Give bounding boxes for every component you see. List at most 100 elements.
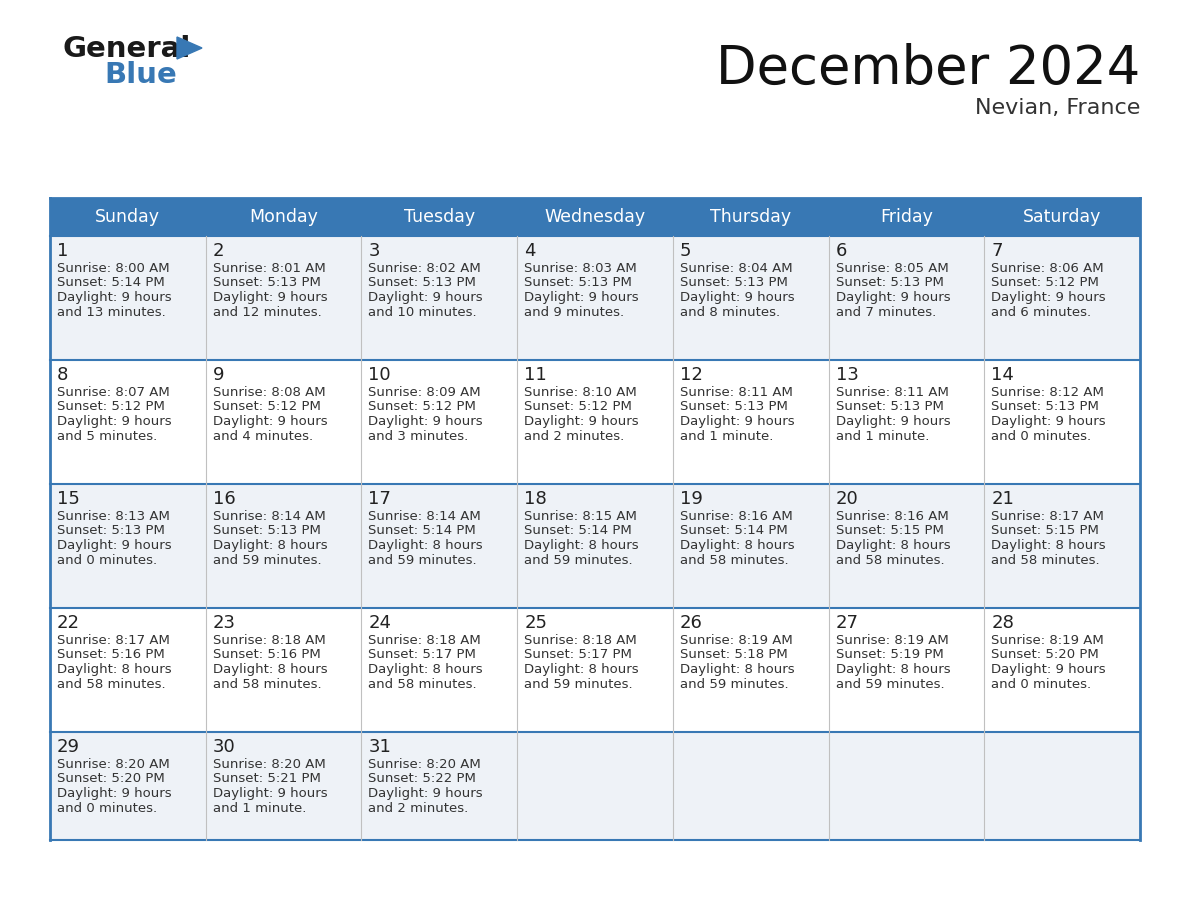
Text: Sunset: 5:16 PM: Sunset: 5:16 PM <box>57 648 165 662</box>
Text: 1: 1 <box>57 242 69 260</box>
Text: Sunrise: 8:14 AM: Sunrise: 8:14 AM <box>213 510 326 523</box>
Text: and 4 minutes.: and 4 minutes. <box>213 430 312 442</box>
Text: and 1 minute.: and 1 minute. <box>835 430 929 442</box>
Text: Tuesday: Tuesday <box>404 208 475 226</box>
Text: Sunset: 5:13 PM: Sunset: 5:13 PM <box>835 276 943 289</box>
Bar <box>828 484 985 608</box>
Text: Monday: Monday <box>249 208 318 226</box>
Text: and 6 minutes.: and 6 minutes. <box>991 306 1092 319</box>
Text: Sunset: 5:20 PM: Sunset: 5:20 PM <box>57 773 165 786</box>
Text: Sunrise: 8:19 AM: Sunrise: 8:19 AM <box>991 634 1104 647</box>
Bar <box>517 236 672 360</box>
Bar <box>828 360 985 484</box>
Text: Sunset: 5:13 PM: Sunset: 5:13 PM <box>680 400 788 413</box>
Bar <box>672 360 828 484</box>
Text: 18: 18 <box>524 490 546 508</box>
Bar <box>672 608 828 732</box>
Text: Sunrise: 8:09 AM: Sunrise: 8:09 AM <box>368 386 481 399</box>
Text: Daylight: 9 hours: Daylight: 9 hours <box>680 291 795 304</box>
Bar <box>206 360 361 484</box>
Text: 30: 30 <box>213 738 235 756</box>
Text: Sunset: 5:13 PM: Sunset: 5:13 PM <box>213 524 321 538</box>
Bar <box>517 732 672 840</box>
Text: Sunrise: 8:20 AM: Sunrise: 8:20 AM <box>213 758 326 771</box>
Text: and 7 minutes.: and 7 minutes. <box>835 306 936 319</box>
Text: and 59 minutes.: and 59 minutes. <box>524 677 633 690</box>
Bar <box>672 732 828 840</box>
Text: Sunrise: 8:11 AM: Sunrise: 8:11 AM <box>835 386 948 399</box>
Text: Daylight: 8 hours: Daylight: 8 hours <box>524 539 639 552</box>
Text: and 0 minutes.: and 0 minutes. <box>991 677 1092 690</box>
Text: Daylight: 9 hours: Daylight: 9 hours <box>991 291 1106 304</box>
Bar <box>206 732 361 840</box>
Text: Daylight: 8 hours: Daylight: 8 hours <box>213 663 328 676</box>
Text: 28: 28 <box>991 614 1015 632</box>
Text: and 3 minutes.: and 3 minutes. <box>368 430 469 442</box>
Text: 21: 21 <box>991 490 1015 508</box>
Text: Sunset: 5:12 PM: Sunset: 5:12 PM <box>57 400 165 413</box>
Text: Sunset: 5:15 PM: Sunset: 5:15 PM <box>991 524 1099 538</box>
Text: 12: 12 <box>680 366 703 384</box>
Text: Daylight: 9 hours: Daylight: 9 hours <box>57 539 171 552</box>
Text: Sunset: 5:13 PM: Sunset: 5:13 PM <box>991 400 1099 413</box>
Text: 15: 15 <box>57 490 80 508</box>
Bar <box>50 608 206 732</box>
Text: 20: 20 <box>835 490 858 508</box>
Text: and 58 minutes.: and 58 minutes. <box>57 677 165 690</box>
Text: and 59 minutes.: and 59 minutes. <box>213 554 321 566</box>
Bar <box>50 484 206 608</box>
Text: and 58 minutes.: and 58 minutes. <box>213 677 321 690</box>
Text: Sunset: 5:14 PM: Sunset: 5:14 PM <box>368 524 476 538</box>
Text: Daylight: 9 hours: Daylight: 9 hours <box>991 663 1106 676</box>
Text: and 12 minutes.: and 12 minutes. <box>213 306 322 319</box>
Bar <box>828 732 985 840</box>
Text: 11: 11 <box>524 366 546 384</box>
Bar <box>50 236 206 360</box>
Text: Daylight: 9 hours: Daylight: 9 hours <box>835 415 950 428</box>
Text: and 13 minutes.: and 13 minutes. <box>57 306 166 319</box>
Text: Sunday: Sunday <box>95 208 160 226</box>
Text: and 0 minutes.: and 0 minutes. <box>57 554 157 566</box>
Text: and 58 minutes.: and 58 minutes. <box>991 554 1100 566</box>
Bar <box>361 484 517 608</box>
Text: and 2 minutes.: and 2 minutes. <box>368 801 469 814</box>
Bar <box>50 360 206 484</box>
Text: Daylight: 9 hours: Daylight: 9 hours <box>835 291 950 304</box>
Text: and 59 minutes.: and 59 minutes. <box>680 677 789 690</box>
Text: Daylight: 9 hours: Daylight: 9 hours <box>57 291 171 304</box>
Text: Sunrise: 8:15 AM: Sunrise: 8:15 AM <box>524 510 637 523</box>
Text: 26: 26 <box>680 614 703 632</box>
Text: Sunset: 5:18 PM: Sunset: 5:18 PM <box>680 648 788 662</box>
Text: Sunset: 5:13 PM: Sunset: 5:13 PM <box>835 400 943 413</box>
Text: and 1 minute.: and 1 minute. <box>680 430 773 442</box>
Text: Sunset: 5:20 PM: Sunset: 5:20 PM <box>991 648 1099 662</box>
Text: and 0 minutes.: and 0 minutes. <box>57 801 157 814</box>
Text: Sunset: 5:17 PM: Sunset: 5:17 PM <box>368 648 476 662</box>
Bar <box>985 360 1140 484</box>
Bar <box>828 608 985 732</box>
Text: Sunset: 5:12 PM: Sunset: 5:12 PM <box>524 400 632 413</box>
Text: Friday: Friday <box>880 208 933 226</box>
Bar <box>50 732 206 840</box>
Text: Daylight: 8 hours: Daylight: 8 hours <box>991 539 1106 552</box>
Text: Sunrise: 8:20 AM: Sunrise: 8:20 AM <box>368 758 481 771</box>
Bar <box>517 360 672 484</box>
Text: and 59 minutes.: and 59 minutes. <box>368 554 478 566</box>
Text: General: General <box>62 35 190 63</box>
Text: Sunset: 5:12 PM: Sunset: 5:12 PM <box>213 400 321 413</box>
Text: 10: 10 <box>368 366 391 384</box>
Text: Daylight: 8 hours: Daylight: 8 hours <box>680 663 795 676</box>
Bar <box>361 236 517 360</box>
Text: Daylight: 9 hours: Daylight: 9 hours <box>213 415 328 428</box>
Text: December 2024: December 2024 <box>715 43 1140 95</box>
Text: Sunrise: 8:19 AM: Sunrise: 8:19 AM <box>680 634 792 647</box>
Text: Sunrise: 8:18 AM: Sunrise: 8:18 AM <box>524 634 637 647</box>
Text: Daylight: 9 hours: Daylight: 9 hours <box>680 415 795 428</box>
Text: Sunrise: 8:19 AM: Sunrise: 8:19 AM <box>835 634 948 647</box>
Text: Sunset: 5:14 PM: Sunset: 5:14 PM <box>524 524 632 538</box>
Text: Sunset: 5:14 PM: Sunset: 5:14 PM <box>680 524 788 538</box>
Bar <box>517 608 672 732</box>
Text: Sunset: 5:19 PM: Sunset: 5:19 PM <box>835 648 943 662</box>
Text: 4: 4 <box>524 242 536 260</box>
Text: Sunrise: 8:03 AM: Sunrise: 8:03 AM <box>524 262 637 275</box>
